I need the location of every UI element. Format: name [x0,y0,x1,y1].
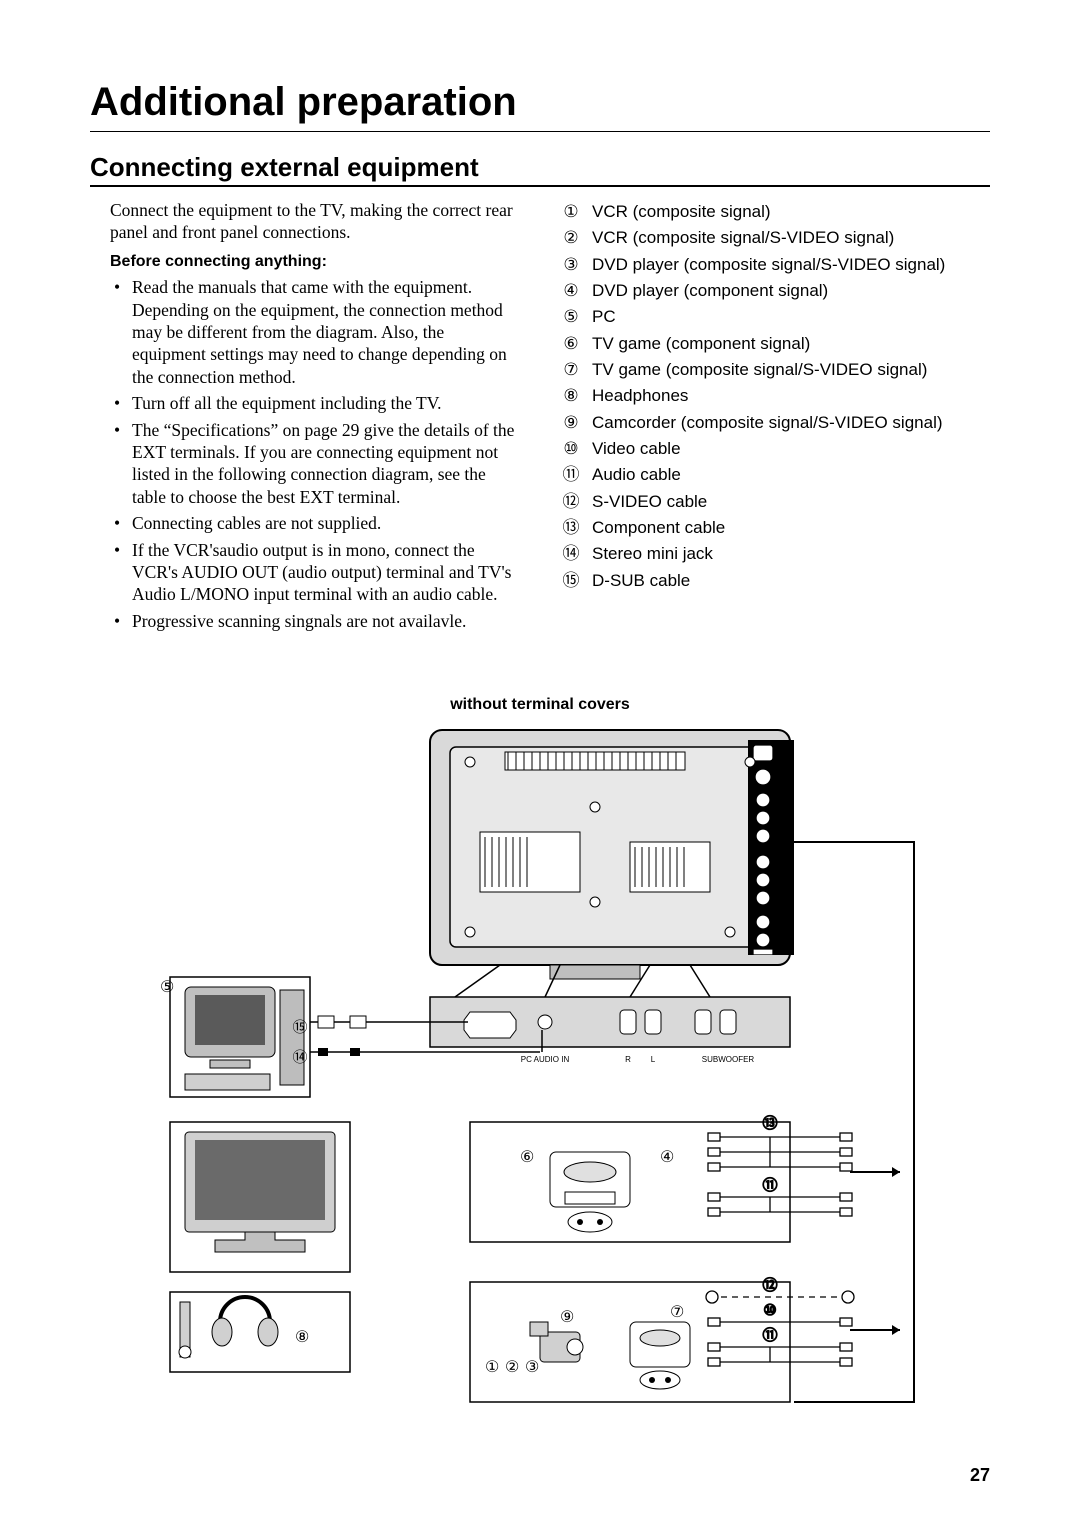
bullet-item: If the VCR'saudio output is in mono, con… [114,539,520,606]
section-subtitle: Connecting external equipment [90,152,990,183]
callout-7: ⑦ [670,1304,684,1321]
callout-6: ⑥ [520,1149,534,1166]
legend-label: TV game (component signal) [592,331,810,357]
bullet-item: Read the manuals that came with the equi… [114,276,520,388]
legend-item: ⑤ PC [560,304,990,330]
page-title: Additional preparation [90,80,990,125]
legend-num: ⑬ [560,515,582,541]
front-inputs-icon [170,1292,350,1372]
legend-label: DVD player (component signal) [592,278,828,304]
callout-2: ② [505,1359,519,1376]
legend-num: ④ [560,278,582,304]
title-rule [90,131,990,132]
legend-num: ⑤ [560,304,582,330]
legend-num: ⑨ [560,410,582,436]
callout-12: ⑫ [762,1277,777,1294]
bullet-item: Progressive scanning singnals are not av… [114,610,520,632]
legend-num: ⑪ [560,462,582,488]
connection-diagram: PC AUDIO IN R L SUBWOOFER [150,722,930,1442]
svg-text:L: L [651,1055,656,1064]
legend-label: Camcorder (composite signal/S-VIDEO sign… [592,410,943,436]
pc-icon [170,977,310,1097]
legend-label: Video cable [592,436,681,462]
legend-label: Component cable [592,515,725,541]
legend-label: DVD player (composite signal/S-VIDEO sig… [592,252,945,278]
cable-cluster-bottom: ⑫ ⑩ ⑪ [706,1277,900,1366]
legend-num: ⑥ [560,331,582,357]
legend-num: ⑧ [560,383,582,409]
bullet-item: Connecting cables are not supplied. [114,512,520,534]
bullet-item: The “Specifications” on page 29 give the… [114,419,520,509]
flat-tv-icon [170,1122,350,1272]
legend-num: ⑩ [560,436,582,462]
subtitle-rule [90,185,990,187]
legend-item: ⑬ Component cable [560,515,990,541]
left-column: Connect the equipment to the TV, making … [90,199,520,636]
legend-label: D-SUB cable [592,568,690,594]
legend-item: ⑫ S-VIDEO cable [560,489,990,515]
legend-label: Stereo mini jack [592,541,713,567]
dvd-player-icon [470,1122,790,1242]
legend-item: ③ DVD player (composite signal/S-VIDEO si… [560,252,990,278]
legend-label: TV game (composite signal/S-VIDEO signal… [592,357,927,383]
callout-15: ⑮ [292,1019,307,1036]
intro-text: Connect the equipment to the TV, making … [110,199,520,244]
legend-num: ⑦ [560,357,582,383]
legend-item: ① VCR (composite signal) [560,199,990,225]
legend-item: ⑧ Headphones [560,383,990,409]
callout-11a: ⑪ [762,1177,777,1194]
legend-item: ② VCR (composite signal/S-VIDEO signal) [560,225,990,251]
legend-num: ③ [560,252,582,278]
diagram-caption: without terminal covers [90,696,990,714]
callout-5: ⑤ [160,979,174,996]
bottom-port-strip-icon: PC AUDIO IN R L SUBWOOFER [430,997,790,1064]
bullet-item: Turn off all the equipment including the… [114,392,520,414]
callout-14: ⑭ [292,1049,307,1066]
legend-num: ⑫ [560,489,582,515]
callout-11b: ⑪ [762,1327,777,1344]
legend-list: ① VCR (composite signal) ② VCR (composite … [560,199,990,594]
callout-9: ⑨ [560,1309,574,1326]
right-column: ① VCR (composite signal) ② VCR (composite … [560,199,990,636]
tv-back-icon [430,730,794,979]
legend-label: VCR (composite signal/S-VIDEO signal) [592,225,894,251]
legend-num: ① [560,199,582,225]
legend-item: ⑦ TV game (composite signal/S-VIDEO signa… [560,357,990,383]
cable-cluster-top: ⑬ ⑪ [708,1115,900,1216]
svg-text:PC AUDIO IN: PC AUDIO IN [521,1055,570,1064]
callout-8: ⑧ [295,1329,309,1346]
legend-item: ⑨ Camcorder (composite signal/S-VIDEO sig… [560,410,990,436]
legend-item: ④ DVD player (component signal) [560,278,990,304]
legend-label: S-VIDEO cable [592,489,707,515]
callout-3: ③ [525,1359,539,1376]
svg-text:R: R [625,1055,631,1064]
legend-num: ⑭ [560,541,582,567]
legend-label: Headphones [592,383,688,409]
camcorder-box-icon [470,1282,790,1402]
legend-num: ⑮ [560,568,582,594]
callout-4: ④ [660,1149,674,1166]
legend-item: ⑮ D-SUB cable [560,568,990,594]
callout-10: ⑩ [763,1302,776,1319]
page-number: 27 [970,1465,990,1486]
before-heading: Before connecting anything: [110,252,520,272]
svg-text:SUBWOOFER: SUBWOOFER [702,1055,755,1064]
legend-label: Audio cable [592,462,681,488]
legend-label: VCR (composite signal) [592,199,771,225]
legend-item: ⑥ TV game (component signal) [560,331,990,357]
legend-item: ⑩ Video cable [560,436,990,462]
legend-label: PC [592,304,616,330]
callout-1: ① [485,1359,499,1376]
legend-num: ② [560,225,582,251]
legend-item: ⑪ Audio cable [560,462,990,488]
right-trunk-line [794,842,914,1402]
callout-13: ⑬ [762,1115,777,1132]
legend-item: ⑭ Stereo mini jack [560,541,990,567]
bullet-list: Read the manuals that came with the equi… [114,276,520,632]
